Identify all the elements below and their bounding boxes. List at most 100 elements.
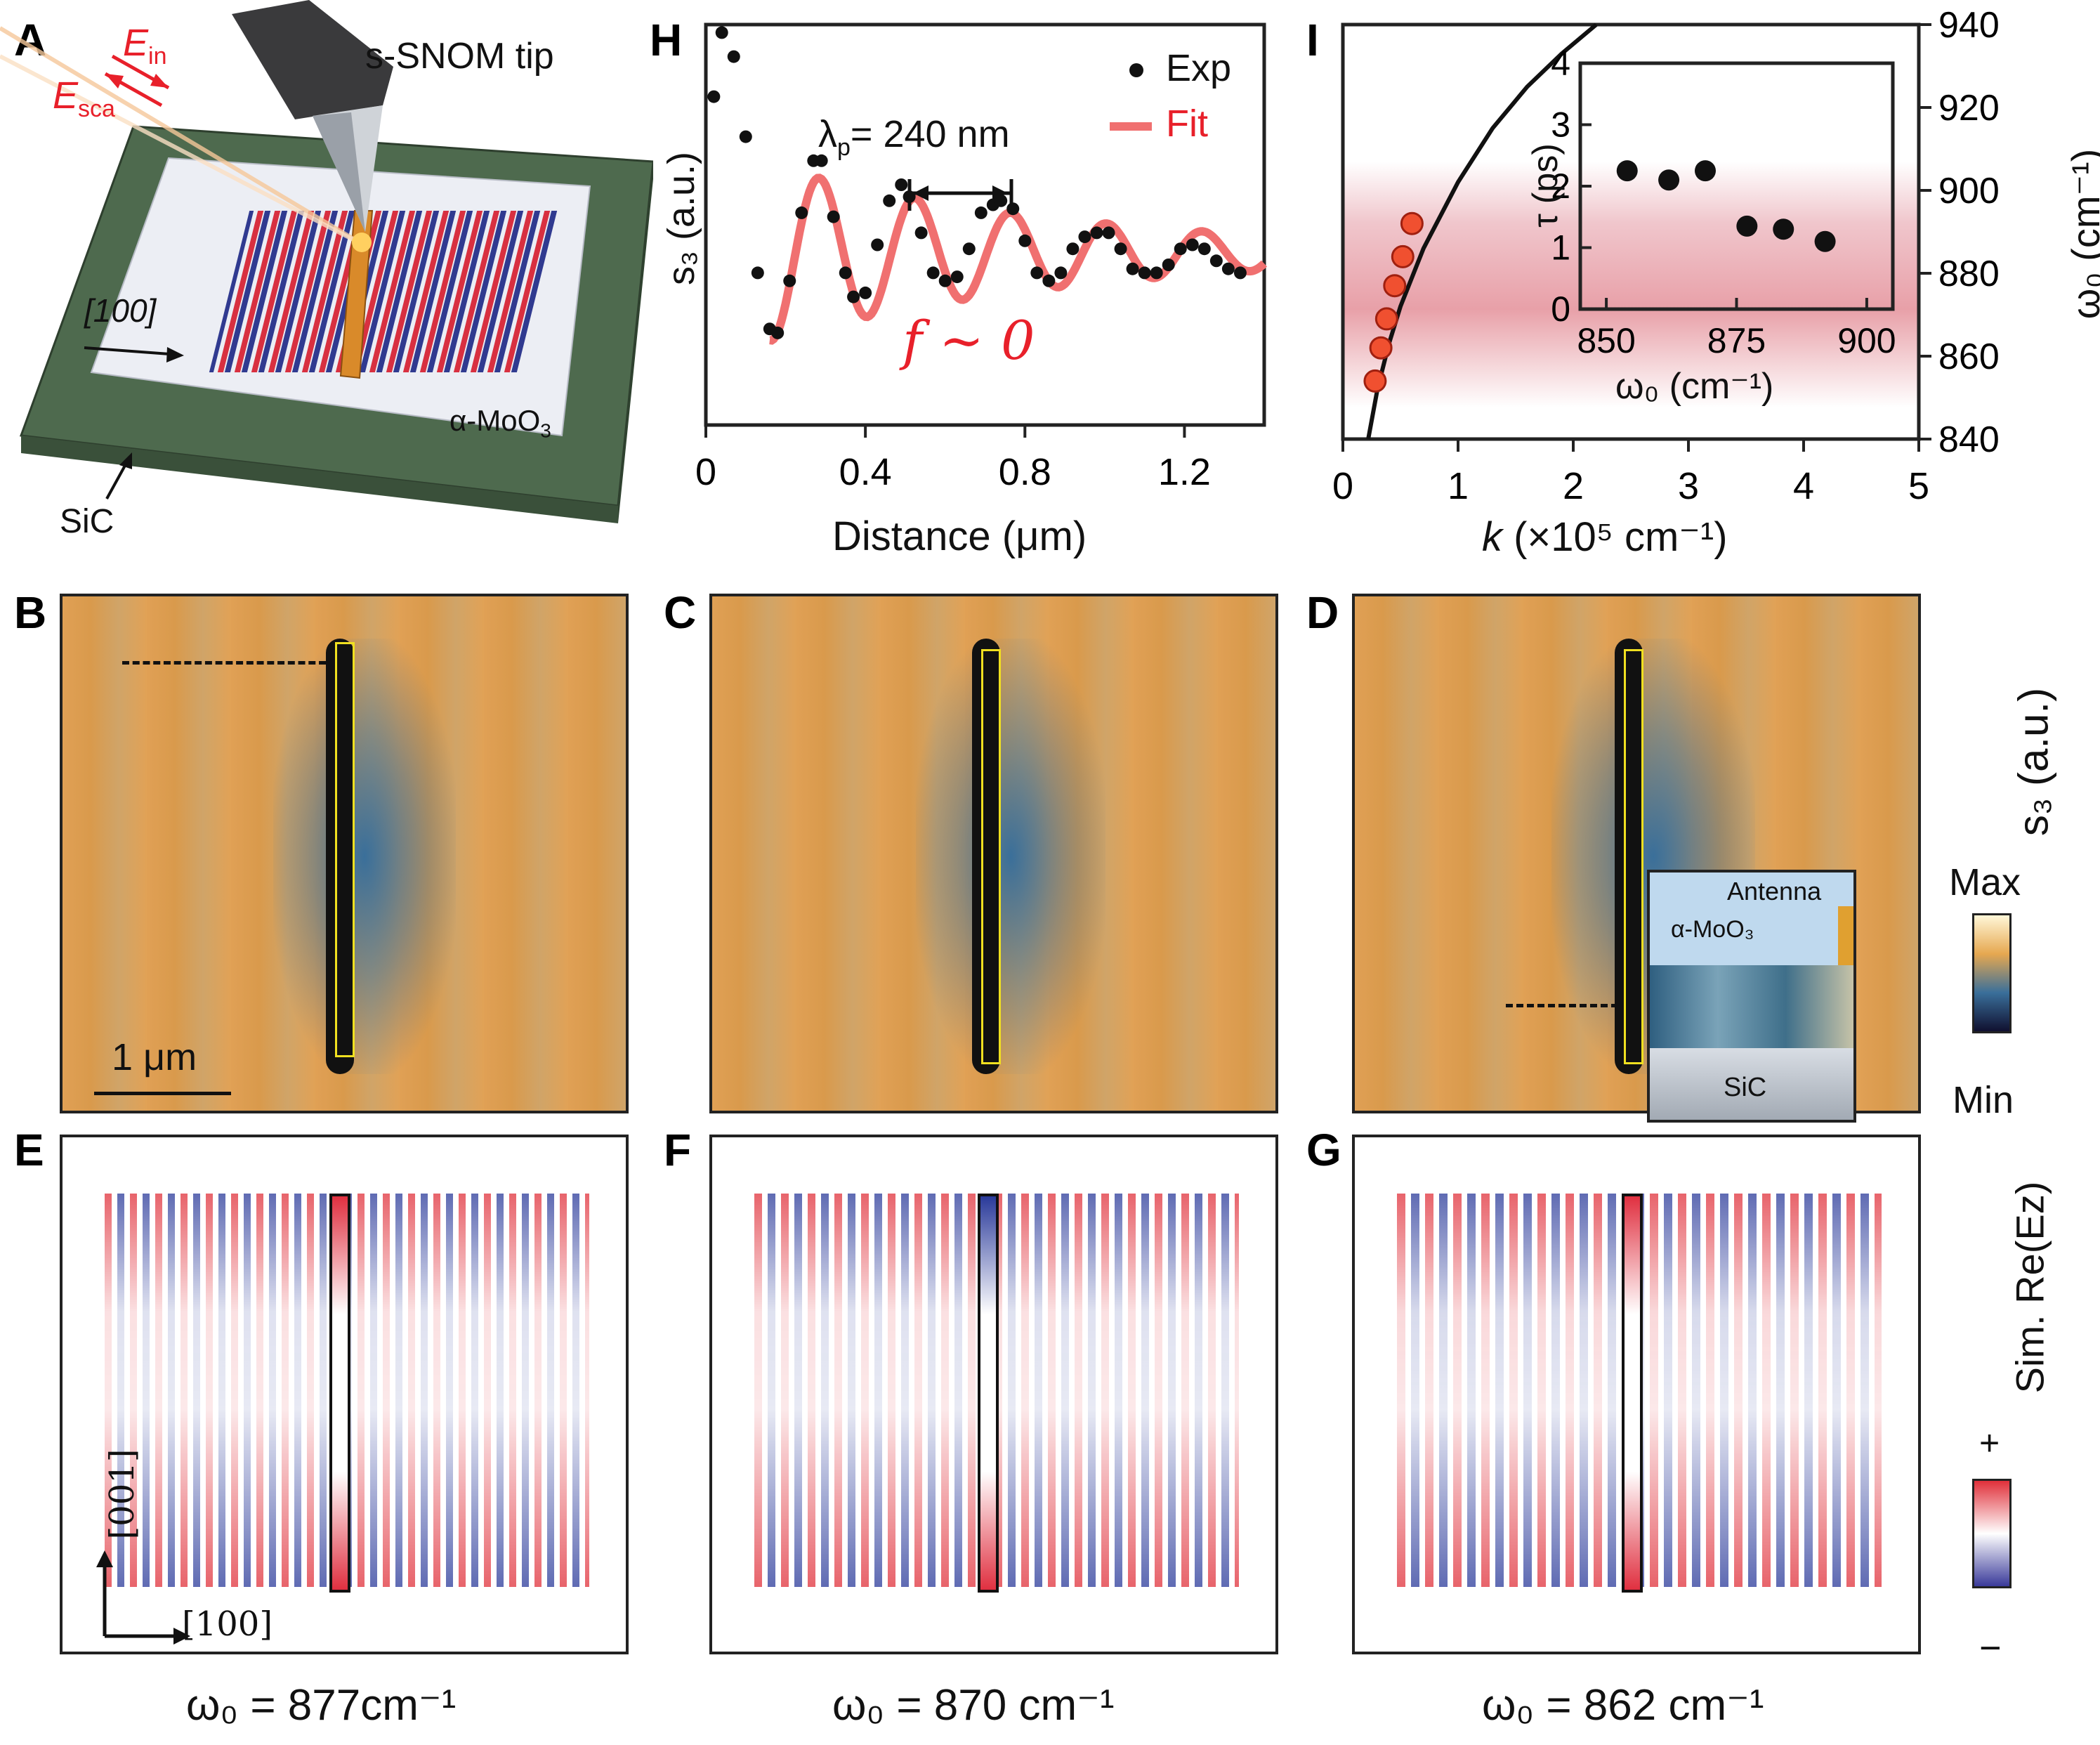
inset-x-tick-label: 850 bbox=[1577, 321, 1635, 360]
chart-h-frame bbox=[704, 22, 1266, 427]
exp-point bbox=[1102, 226, 1115, 240]
inset-ticks: 850 875 900 0 1 2 3 4 bbox=[1551, 44, 1896, 360]
axis-001-label: [001] bbox=[103, 1449, 142, 1540]
inset-ylabel: τ (ps) bbox=[1525, 143, 1565, 228]
measured-points bbox=[1363, 211, 1424, 393]
sim-g bbox=[1352, 1135, 1921, 1654]
sim-e: [001] [100] bbox=[60, 1135, 629, 1654]
inset-x-tick-label: 875 bbox=[1707, 321, 1766, 360]
exp-point bbox=[1197, 242, 1211, 256]
exp-point bbox=[859, 286, 872, 299]
exp-point bbox=[895, 178, 908, 191]
sim-f bbox=[709, 1135, 1278, 1654]
y-tick-label: 860 bbox=[1938, 336, 2000, 377]
measured-point bbox=[1369, 336, 1393, 360]
inset-x-tick-label: 900 bbox=[1837, 321, 1896, 360]
antenna-outline bbox=[1622, 1194, 1643, 1593]
exp-point bbox=[1138, 266, 1151, 280]
colorbar-sim-plus: + bbox=[1979, 1423, 2000, 1463]
schematic-diagram bbox=[0, 0, 653, 523]
exp-point bbox=[727, 50, 740, 63]
caption-g: ω₀ = 862 cm⁻¹ bbox=[1482, 1681, 1764, 1730]
dispersion-line bbox=[1366, 22, 1598, 440]
y-tick-label: 880 bbox=[1938, 254, 2000, 294]
x-tick-label: 0.4 bbox=[839, 451, 892, 493]
colorbar-sim-title: Sim. Re(Ez) bbox=[2007, 1181, 2052, 1394]
panel-label-d: D bbox=[1306, 587, 1339, 638]
exp-point bbox=[1042, 274, 1056, 287]
y-tick-label: 900 bbox=[1938, 171, 2000, 211]
x-tick-label: 3 bbox=[1678, 465, 1699, 507]
antenna-outline bbox=[978, 1194, 999, 1593]
scale-bar bbox=[94, 1092, 231, 1095]
polariton-fringes bbox=[209, 211, 559, 372]
tip-label: s-SNOM tip bbox=[365, 36, 554, 77]
y-tick-label: 840 bbox=[1938, 419, 2000, 460]
exp-point bbox=[795, 206, 808, 219]
inset-y-tick-label: 4 bbox=[1551, 44, 1570, 83]
colorbar-s3-title: s₃ (a.u.) bbox=[2009, 687, 2057, 837]
chart-h-f-label: f ~ 0 bbox=[903, 309, 1035, 372]
panel-label-b: B bbox=[14, 587, 47, 638]
chart-h-legend-fit: Fit bbox=[1166, 103, 1208, 145]
caption-f: ω₀ = 870 cm⁻¹ bbox=[832, 1681, 1115, 1730]
chart-h-ylabel: s₃ (a.u.) bbox=[660, 151, 702, 286]
chart-h: 0 0.4 0.8 1.2 bbox=[695, 22, 1268, 493]
x-tick-label: 4 bbox=[1793, 465, 1814, 507]
exp-point bbox=[1078, 230, 1091, 244]
exp-point bbox=[871, 238, 884, 251]
panel-label-g: G bbox=[1306, 1125, 1341, 1175]
inset-sub-label: SiC bbox=[1724, 1073, 1767, 1102]
exp-point bbox=[1150, 266, 1163, 280]
x-tick-label: 5 bbox=[1908, 465, 1929, 507]
panel-label-e: E bbox=[14, 1125, 44, 1175]
exp-point bbox=[715, 26, 728, 39]
exp-point bbox=[1054, 266, 1068, 280]
chart-h-xlabel: Distance (μm) bbox=[832, 514, 1087, 559]
exp-point bbox=[938, 274, 952, 287]
x-tick-label: 1.2 bbox=[1158, 451, 1211, 493]
inset-point bbox=[1695, 160, 1716, 182]
exp-point bbox=[771, 326, 785, 339]
panel-label-i: I bbox=[1306, 15, 1319, 65]
chart-h-wavelength: λp= 240 nm bbox=[818, 113, 1010, 161]
measured-point bbox=[1391, 244, 1415, 268]
chart-i-ylabel: ω₀ (cm⁻¹) bbox=[2063, 148, 2100, 320]
chart-i-frame bbox=[1341, 22, 1921, 441]
exp-points bbox=[707, 26, 1247, 339]
antenna-outline bbox=[335, 642, 355, 1057]
measured-point bbox=[1383, 274, 1407, 298]
exp-point bbox=[1114, 242, 1127, 256]
axes-arrows bbox=[96, 1550, 190, 1645]
exp-point bbox=[751, 266, 764, 280]
x-tick-label: 0 bbox=[1332, 465, 1353, 507]
exp-point bbox=[847, 290, 860, 303]
inset-point bbox=[1658, 169, 1680, 191]
exp-point bbox=[974, 206, 987, 219]
e-in-label: Ein bbox=[123, 22, 167, 70]
exp-point bbox=[827, 210, 840, 223]
exp-point bbox=[1209, 254, 1223, 268]
cross-section-inset: Antenna α-MoO₃ SiC bbox=[1647, 870, 1856, 1123]
map-c bbox=[709, 594, 1278, 1113]
measured-point bbox=[1400, 211, 1424, 235]
colorbar-sim-minus: − bbox=[1979, 1627, 2002, 1669]
exp-point bbox=[1174, 242, 1187, 256]
antenna-outline bbox=[329, 1194, 350, 1593]
inset-point bbox=[1616, 160, 1638, 182]
exp-point bbox=[914, 226, 928, 240]
colorbar-s3-min: Min bbox=[1953, 1079, 2014, 1121]
substrate-label: SiC bbox=[60, 503, 114, 540]
flake-label: α-MoO3 bbox=[449, 404, 551, 442]
e-sca-label: Esca bbox=[53, 74, 115, 122]
exp-point bbox=[950, 270, 964, 284]
panel-label-c: C bbox=[664, 587, 697, 638]
antenna-outline bbox=[981, 649, 1001, 1064]
x-ticks: 0 1 2 3 4 5 bbox=[1332, 439, 1929, 507]
scale-bar-label: 1 μm bbox=[112, 1036, 197, 1078]
inset-points bbox=[1616, 160, 1836, 252]
axis-100-label: [100] bbox=[182, 1605, 273, 1644]
y-ticks: 840 860 880 900 920 940 bbox=[1919, 5, 2000, 460]
measured-point bbox=[1363, 369, 1387, 393]
colorbar-s3 bbox=[1972, 913, 2012, 1033]
